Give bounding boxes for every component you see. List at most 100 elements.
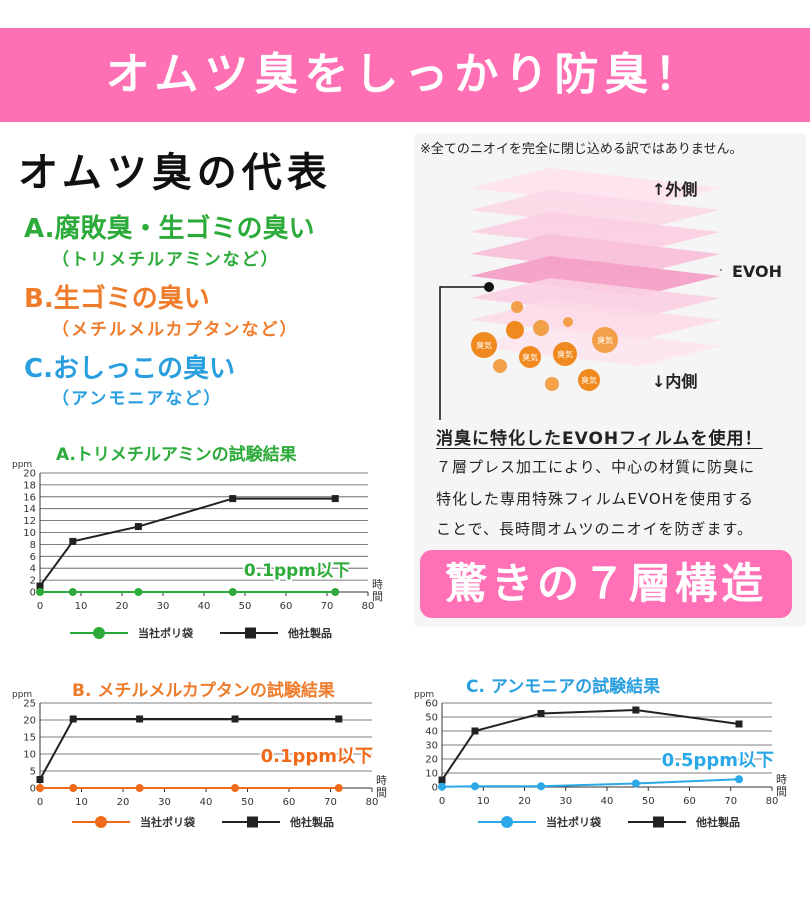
inner-side-label: ↓内側 [652, 372, 698, 391]
cause-a-name: A.腐敗臭・生ゴミの臭い [24, 214, 315, 244]
data-point [471, 727, 479, 735]
cause-b-note: （メチルメルカプタンなど） [52, 320, 299, 340]
x-tick-label: 70 [324, 797, 337, 808]
x-tick-label: 70 [724, 796, 737, 807]
data-point [537, 710, 545, 717]
cause-c-note: （アンモニアなど） [52, 389, 223, 409]
x-axis-unit: 時 [376, 774, 387, 787]
data-point [537, 782, 545, 791]
data-point [735, 720, 743, 728]
x-tick-label: 0 [37, 601, 43, 612]
legend-label: 当社ポリ袋 [140, 815, 196, 829]
bubble-label: 臭気 [557, 349, 573, 359]
cause-c-name: C.おしっこの臭い [24, 354, 235, 384]
legend-label: 当社ポリ袋 [546, 815, 602, 829]
x-tick-label: 50 [642, 796, 655, 807]
chart-b-title: B. メチルメルカプタンの試験結果 [72, 681, 335, 701]
x-tick-label: 10 [75, 797, 88, 808]
data-point [334, 784, 343, 792]
y-tick-label: 16 [23, 492, 36, 503]
x-tick-label: 40 [200, 797, 213, 808]
y-tick-label: 30 [425, 741, 438, 752]
y-tick-label: 5 [30, 767, 36, 778]
y-tick-label: 40 [425, 727, 438, 738]
y-tick-label: 60 [425, 699, 438, 710]
feature-line: ことで、長時間オムツのニオイを防ぎます。 [436, 520, 754, 538]
header-banner: オムツ臭をしっかり防臭！ [0, 28, 810, 122]
y-tick-label: 10 [23, 528, 36, 539]
y-tick-label: 18 [23, 480, 36, 491]
data-point [632, 706, 640, 714]
y-axis-unit: ppm [414, 690, 434, 700]
seven-layer-badge: 驚きの７層構造 [420, 550, 792, 618]
series-line [441, 778, 740, 788]
y-tick-label: 15 [23, 733, 36, 744]
x-tick-label: 30 [158, 797, 171, 808]
x-axis-unit: 間 [776, 785, 787, 798]
data-point [69, 715, 77, 723]
callout-pointer [439, 282, 494, 420]
x-tick-label: 20 [518, 796, 531, 807]
data-point [36, 784, 44, 792]
y-tick-label: 50 [425, 713, 438, 724]
legend-swatch-marker [501, 816, 513, 828]
y-tick-label: 0 [30, 588, 36, 599]
data-point [36, 776, 44, 783]
x-axis-unit: 間 [376, 786, 387, 799]
y-axis-unit: ppm [12, 460, 32, 470]
data-point [135, 784, 144, 792]
y-tick-label: 10 [425, 769, 438, 780]
y-tick-label: 20 [23, 469, 36, 480]
y-tick-label: 8 [30, 540, 36, 551]
data-point [471, 782, 479, 791]
feature-line: 特化した専用特殊フィルムEVOHを使用する [436, 490, 754, 508]
y-tick-label: 4 [30, 564, 36, 575]
y-tick-label: 0 [432, 783, 438, 794]
outer-side-label: ↑外側 [652, 180, 698, 199]
data-point [69, 537, 77, 545]
feature-title: 消臭に特化したEVOHフィルムを使用！ [436, 429, 763, 449]
x-tick-label: 10 [75, 601, 88, 612]
x-tick-label: 40 [601, 796, 614, 807]
chart-b: ppm 0 5 10 15 20 25 0 10 20 30 40 50 60 70 80 時間 0.1ppm以下… [12, 690, 387, 829]
legend-label: 他社製品 [287, 626, 332, 640]
legend-swatch-marker [245, 627, 256, 639]
y-tick-label: 2 [30, 576, 36, 587]
bubble-label: 臭気 [581, 375, 597, 385]
x-tick-label: 50 [241, 797, 254, 808]
legend-label: 当社ポリ袋 [138, 626, 194, 640]
y-axis-unit: ppm [12, 690, 32, 700]
x-tick-label: 30 [559, 796, 572, 807]
data-point [134, 588, 143, 596]
disclaimer-text: ※全てのニオイを完全に閉じ込める訳ではありません。 [420, 142, 743, 157]
cause-a-note: （トリメチルアミンなど） [52, 250, 280, 270]
bubble-label: 臭気 [597, 335, 613, 345]
y-tick-label: 25 [23, 699, 36, 710]
legend-swatch-marker [247, 816, 258, 828]
data-point [631, 779, 640, 788]
legend-swatch-marker [93, 627, 105, 639]
data-point [68, 588, 77, 596]
legend-label: 他社製品 [695, 815, 740, 829]
bubble-label: 臭気 [522, 352, 538, 362]
data-point [331, 588, 340, 596]
banner-title: オムツ臭をしっかり防臭！ [105, 49, 705, 100]
feature-line: ７層プレス加工により、中心の材質に防臭に [436, 458, 756, 476]
evoh-label: EVOH [732, 262, 783, 281]
x-tick-label: 80 [766, 796, 779, 807]
x-tick-label: 40 [198, 601, 211, 612]
data-point [335, 715, 343, 723]
cause-b-name: B.生ゴミの臭い [24, 284, 210, 314]
y-tick-label: 12 [23, 516, 36, 527]
x-tick-label: 70 [321, 601, 334, 612]
data-point [438, 776, 446, 784]
x-tick-label: 30 [157, 601, 170, 612]
data-point [136, 715, 144, 723]
y-tick-label: 20 [23, 716, 36, 727]
data-point [36, 582, 44, 590]
threshold-annotation: 0.1ppm以下 [261, 746, 373, 767]
y-tick-label: 6 [30, 552, 36, 563]
x-tick-label: 50 [239, 601, 252, 612]
data-point [134, 523, 142, 531]
